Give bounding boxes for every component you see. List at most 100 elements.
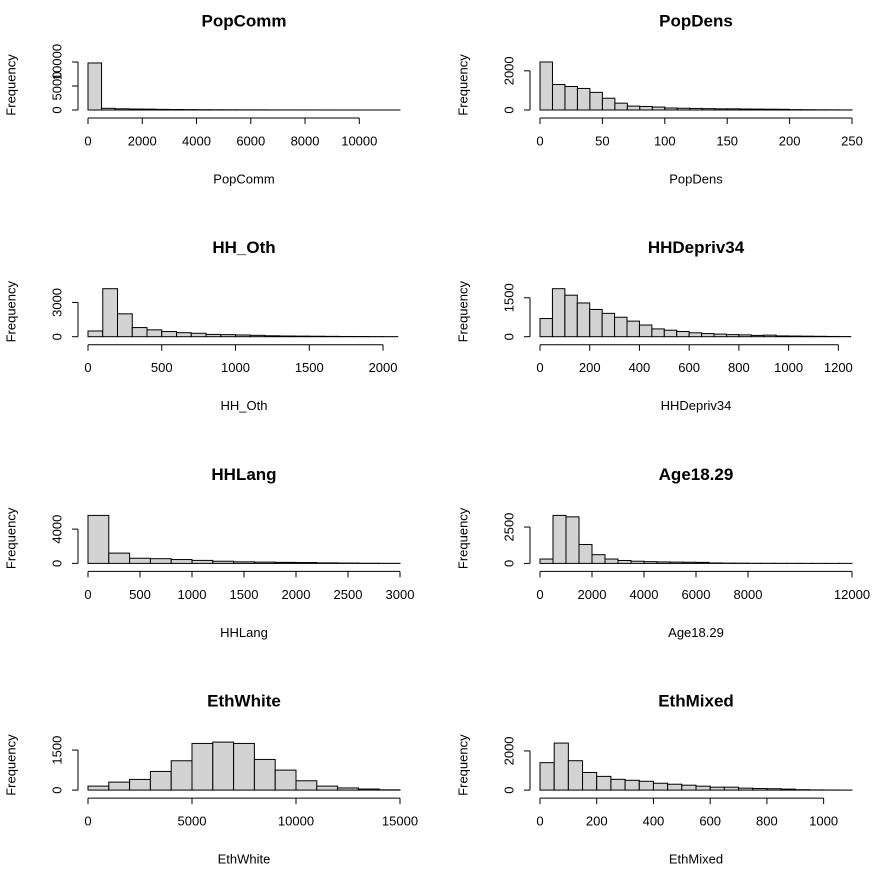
bar — [191, 559, 214, 564]
x-tick-label: 0 — [536, 814, 543, 829]
x-tick-label: 0 — [84, 133, 91, 148]
bar — [682, 561, 697, 564]
x-tick-label: 400 — [629, 360, 651, 375]
bar — [552, 514, 567, 564]
bar — [235, 334, 251, 338]
bar — [149, 558, 172, 564]
bar — [681, 784, 697, 791]
x-tick-label: 1200 — [824, 360, 853, 375]
bar — [725, 334, 740, 338]
bar — [695, 561, 710, 564]
x-tick-label: 2000 — [369, 360, 398, 375]
bar — [624, 779, 640, 791]
x-tick-label: 4000 — [630, 587, 659, 602]
bar — [651, 328, 665, 338]
y-axis-label: Frequency — [455, 734, 470, 796]
panel-title: EthMixed — [658, 692, 734, 711]
x-tick-label: 50 — [595, 133, 609, 148]
bar — [564, 85, 578, 111]
bar — [129, 778, 151, 791]
bar — [582, 771, 598, 791]
x-axis-label: PopDens — [669, 171, 723, 186]
x-tick-label: 2500 — [334, 587, 363, 602]
x-tick-label: 2000 — [578, 587, 607, 602]
bar — [676, 107, 691, 111]
x-tick-label: 8000 — [734, 587, 763, 602]
bar — [87, 330, 104, 338]
bar — [601, 312, 616, 338]
x-tick-label: 250 — [841, 133, 863, 148]
y-tick-label: 1500 — [501, 283, 516, 312]
bar — [752, 788, 768, 791]
x-tick-label: 1000 — [178, 587, 207, 602]
bar — [652, 782, 669, 791]
bar — [176, 332, 192, 338]
bar — [601, 97, 616, 111]
x-tick-label: 10000 — [341, 133, 377, 148]
bar — [357, 788, 380, 791]
panel-title: Age18.29 — [659, 465, 734, 484]
bar — [279, 335, 296, 338]
bar — [738, 334, 752, 338]
x-tick-label: 200 — [579, 360, 601, 375]
y-tick-label: 0 — [501, 786, 516, 793]
x-tick-label: 5000 — [178, 814, 207, 829]
bar — [108, 781, 131, 791]
bar — [129, 557, 151, 564]
bar — [576, 87, 591, 111]
bar — [316, 562, 339, 564]
bar — [539, 61, 553, 111]
bar — [589, 91, 603, 111]
bar — [596, 775, 612, 791]
bar — [723, 786, 740, 791]
x-tick-label: 200 — [586, 814, 608, 829]
y-tick-label: 0 — [501, 333, 516, 340]
bar — [714, 108, 728, 111]
bar — [709, 786, 725, 791]
bar — [626, 105, 641, 111]
bar — [87, 62, 103, 111]
bar — [578, 543, 593, 564]
bar — [551, 288, 566, 338]
x-tick-label: 10000 — [278, 814, 314, 829]
bar — [664, 107, 678, 111]
bar — [788, 335, 802, 338]
y-axis-label: Frequency — [455, 280, 470, 342]
y-tick-label: 2000 — [501, 736, 516, 765]
x-tick-label: 0 — [84, 360, 91, 375]
bar — [253, 758, 276, 791]
bar — [141, 108, 157, 111]
bar — [253, 561, 276, 564]
y-tick-label: 1500 — [49, 736, 64, 765]
bar — [170, 760, 193, 791]
bar — [576, 302, 591, 338]
x-tick-label: 0 — [84, 814, 91, 829]
y-tick-label: 2000 — [501, 56, 516, 85]
x-tick-label: 2000 — [282, 587, 311, 602]
bar — [108, 552, 131, 564]
bar — [114, 108, 130, 111]
bar — [294, 335, 310, 338]
bar — [190, 332, 207, 338]
bar — [626, 320, 640, 338]
bar — [249, 334, 266, 338]
bar — [701, 108, 716, 111]
bar — [776, 108, 791, 111]
y-axis-label: Frequency — [455, 507, 470, 569]
bar — [316, 785, 339, 791]
x-tick-label: 2000 — [128, 133, 157, 148]
bar — [614, 102, 628, 111]
x-axis-label: PopComm — [213, 171, 274, 186]
y-tick-label: 0 — [49, 333, 64, 340]
x-tick-label: 12000 — [834, 587, 870, 602]
bar — [663, 329, 678, 338]
bar — [170, 559, 193, 564]
y-tick-label: 10000 — [49, 44, 64, 80]
x-axis-label: Age18.29 — [668, 625, 724, 640]
panel-title: HHLang — [211, 465, 276, 484]
y-axis-label: Frequency — [3, 54, 18, 116]
bar — [101, 107, 116, 111]
bar — [638, 780, 654, 791]
y-tick-label: 0 — [49, 560, 64, 567]
x-tick-label: 15000 — [382, 814, 418, 829]
